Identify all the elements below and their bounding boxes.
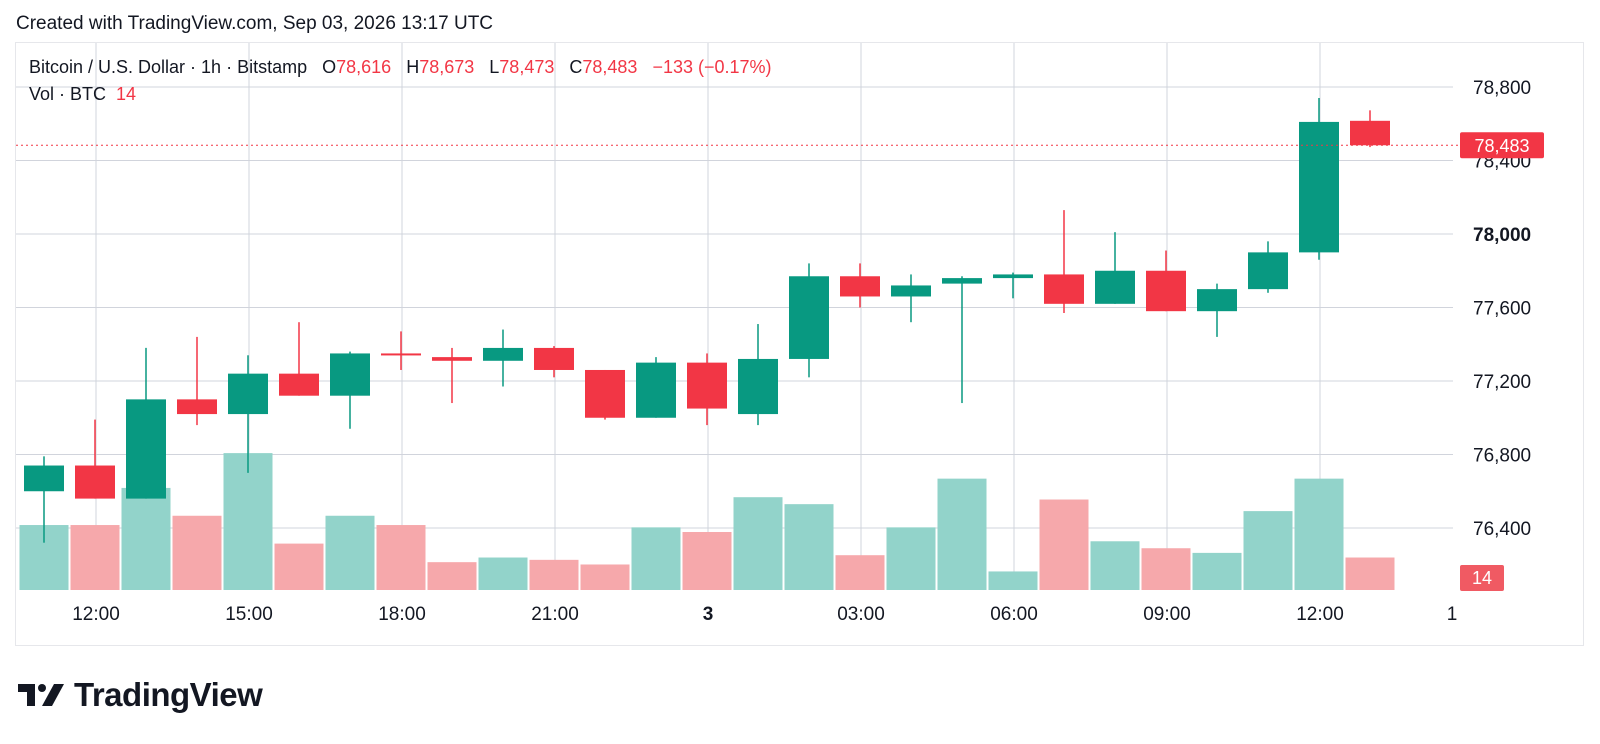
x-tick-label: 21:00 — [531, 604, 579, 625]
candle-body — [585, 369, 625, 418]
candle-body — [1146, 270, 1186, 312]
symbol-label[interactable]: Bitcoin / U.S. Dollar · 1h · Bitstamp — [29, 57, 308, 77]
volume-bar — [427, 562, 477, 590]
x-tick-label: 03:00 — [837, 604, 885, 625]
volume-bar — [478, 557, 528, 590]
candle-body — [75, 465, 115, 499]
last-price-label: 78,483 — [1474, 136, 1529, 156]
volume-bar — [733, 497, 783, 590]
volume-bar — [121, 487, 171, 590]
x-tick-label: 12:00 — [72, 604, 120, 625]
candle-body — [1095, 270, 1135, 304]
high-value: 78,673 — [419, 57, 475, 77]
candle-body — [738, 358, 778, 415]
volume-bar — [172, 515, 222, 590]
volume-bar — [682, 532, 732, 590]
close-label: C — [569, 57, 583, 77]
tradingview-logo[interactable]: TradingView — [18, 676, 263, 714]
x-tick-label: 15:00 — [225, 604, 273, 625]
candle-body — [126, 399, 166, 499]
volume-bar — [631, 527, 681, 590]
last-volume-badge — [1460, 565, 1504, 591]
candle-body — [381, 353, 421, 356]
candle-body — [177, 399, 217, 415]
candle-body — [24, 465, 64, 492]
y-tick-label: 77,200 — [1473, 372, 1531, 393]
y-tick-label: 78,000 — [1473, 225, 1531, 246]
volume-bar — [1243, 511, 1293, 590]
volume-bar — [988, 571, 1038, 590]
last-price-badge — [1460, 132, 1544, 159]
volume-bar — [274, 543, 324, 590]
volume-bar — [1090, 541, 1140, 590]
candle-body — [330, 353, 370, 396]
candle-body — [534, 347, 574, 370]
volume-bar — [937, 478, 987, 590]
candle-body — [636, 362, 676, 418]
tradingview-logo-icon — [18, 684, 64, 706]
y-tick-label: 76,800 — [1473, 446, 1531, 467]
x-tick-label: 1 — [1447, 604, 1458, 625]
volume-bar — [325, 515, 375, 590]
volume-bar — [1141, 548, 1191, 590]
candle-body — [483, 347, 523, 361]
x-tick-label: 18:00 — [378, 604, 426, 625]
candle-body — [942, 278, 982, 284]
x-tick-label: 09:00 — [1143, 604, 1191, 625]
open-value: 78,616 — [336, 57, 392, 77]
x-tick-label: 3 — [703, 604, 714, 625]
candle-body — [1044, 274, 1084, 304]
volume-bar — [1345, 557, 1395, 590]
volume-bar — [70, 525, 120, 590]
volume-legend: Vol · BTC 14 — [29, 84, 136, 105]
volume-bar — [1192, 552, 1242, 590]
candle-body — [228, 373, 268, 415]
candle-body — [1248, 252, 1288, 290]
y-tick-label: 78,800 — [1473, 78, 1531, 99]
candle-body — [993, 274, 1033, 279]
ohlc-legend: Bitcoin / U.S. Dollar · 1h · Bitstamp O7… — [29, 57, 772, 78]
candle-body — [840, 276, 880, 297]
candle-body — [1350, 120, 1390, 146]
volume-bar — [784, 504, 834, 590]
chart-frame — [15, 42, 1584, 646]
candle-body — [687, 362, 727, 409]
volume-value: 14 — [116, 84, 137, 104]
candle-body — [279, 373, 319, 396]
y-tick-label: 77,600 — [1473, 299, 1531, 320]
close-value: 78,483 — [582, 57, 638, 77]
low-value: 78,473 — [499, 57, 555, 77]
x-tick-label: 06:00 — [990, 604, 1038, 625]
volume-bar — [835, 555, 885, 590]
candle-body — [432, 357, 472, 361]
y-tick-label: 76,400 — [1473, 519, 1531, 540]
volume-bar — [886, 527, 936, 590]
brand-name: TradingView — [74, 676, 263, 713]
candle-body — [1299, 121, 1339, 253]
volume-label[interactable]: Vol · BTC — [29, 84, 107, 104]
volume-bar — [223, 453, 273, 590]
candle-body — [891, 285, 931, 297]
volume-bar — [580, 564, 630, 590]
high-label: H — [406, 57, 420, 77]
change-value: −133 (−0.17%) — [652, 57, 772, 77]
volume-bar — [1294, 478, 1344, 590]
open-label: O — [322, 57, 337, 77]
volume-bar — [376, 525, 426, 590]
low-label: L — [489, 57, 500, 77]
chart-caption: Created with TradingView.com, Sep 03, 20… — [16, 13, 494, 34]
candle-body — [1197, 289, 1237, 312]
volume-bar — [1039, 499, 1089, 590]
x-tick-label: 12:00 — [1296, 604, 1344, 625]
candle-body — [789, 276, 829, 359]
last-volume-label: 14 — [1472, 568, 1492, 588]
volume-bar — [529, 559, 579, 590]
